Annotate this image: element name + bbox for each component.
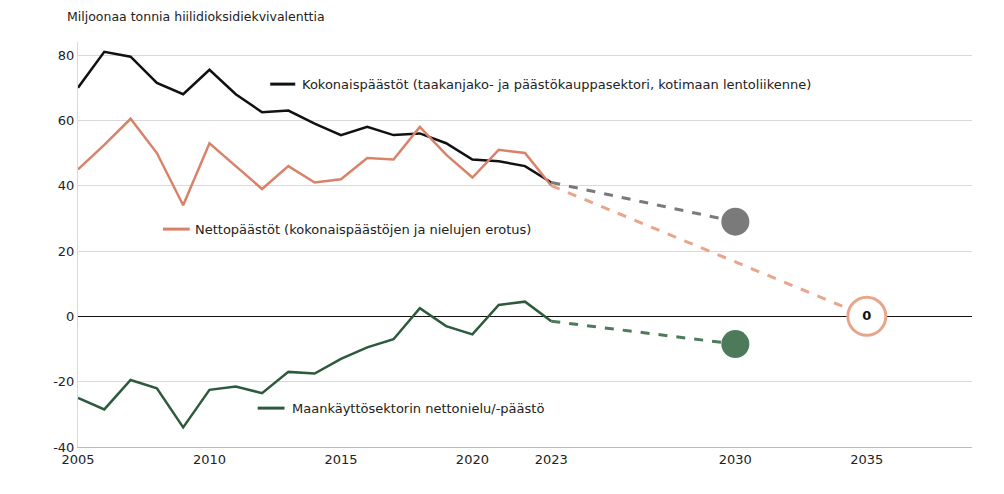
svg-text:0: 0 xyxy=(66,309,74,324)
svg-text:2005: 2005 xyxy=(61,452,94,467)
svg-text:0: 0 xyxy=(862,308,871,323)
svg-text:80: 80 xyxy=(58,48,75,63)
svg-text:60: 60 xyxy=(58,113,75,128)
svg-text:-20: -20 xyxy=(53,374,74,389)
svg-text:40: 40 xyxy=(58,178,75,193)
svg-text:2020: 2020 xyxy=(456,452,489,467)
svg-text:Maankäyttösektorin nettonielu/: Maankäyttösektorin nettonielu/-päästö xyxy=(292,401,544,416)
svg-text:Nettopäästöt (kokonaispäästöje: Nettopäästöt (kokonaispäästöjen ja nielu… xyxy=(195,222,531,237)
svg-text:20: 20 xyxy=(58,244,75,259)
svg-text:2015: 2015 xyxy=(324,452,357,467)
svg-text:2035: 2035 xyxy=(850,452,883,467)
svg-text:2023: 2023 xyxy=(535,452,568,467)
svg-text:Miljoonaa tonnia hiilidioksidi: Miljoonaa tonnia hiilidioksidiekvivalent… xyxy=(67,9,325,24)
svg-text:2030: 2030 xyxy=(719,452,752,467)
svg-text:Kokonaispäästöt (taakanjako- j: Kokonaispäästöt (taakanjako- ja päästöka… xyxy=(302,77,811,92)
svg-text:2010: 2010 xyxy=(193,452,226,467)
svg-text:-40: -40 xyxy=(53,440,74,455)
